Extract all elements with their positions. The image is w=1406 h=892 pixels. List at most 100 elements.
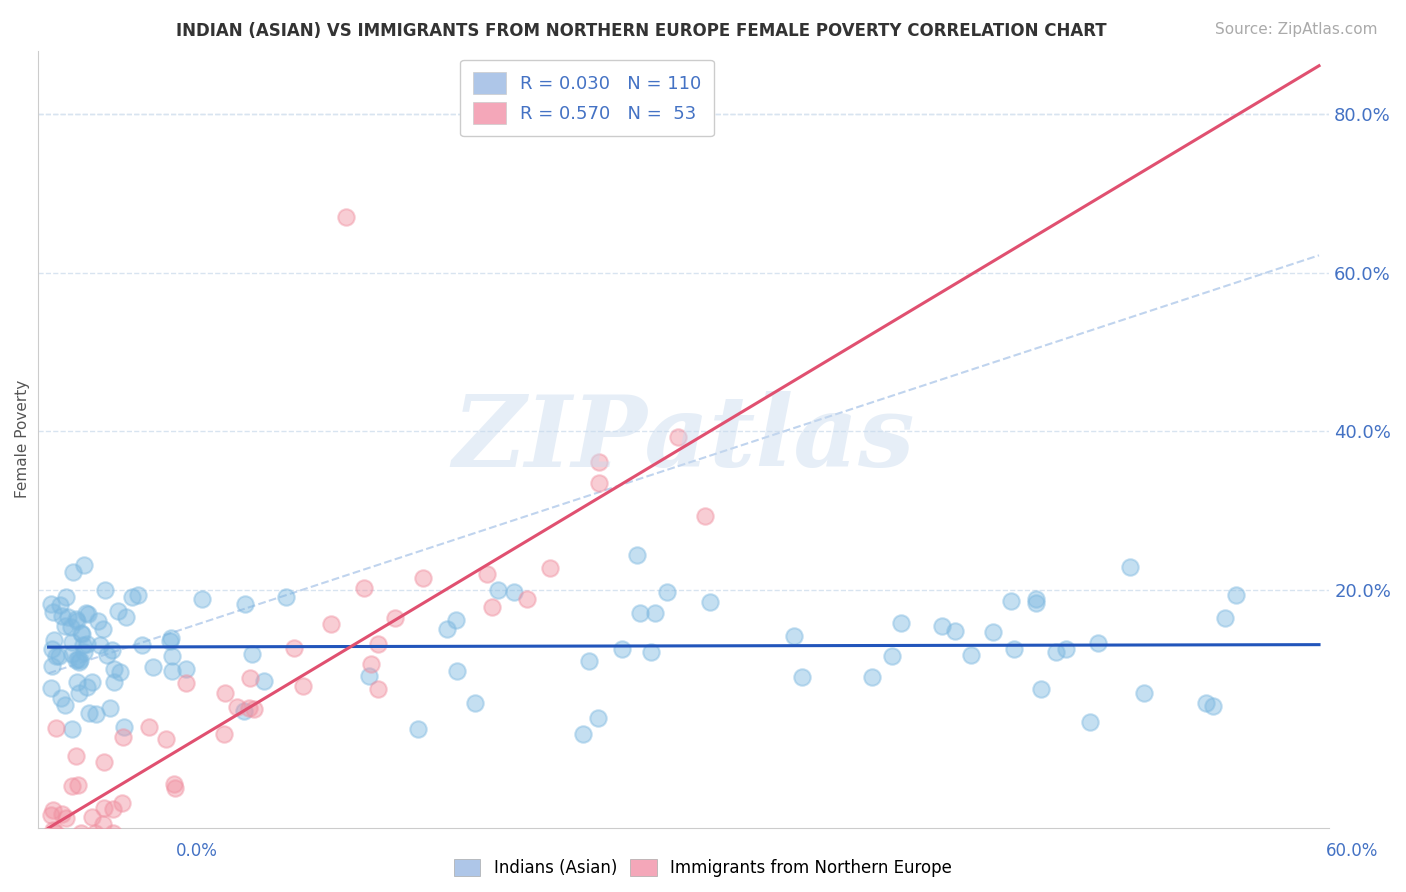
Point	[59, 620, 82, 634]
Point	[862, 670, 884, 684]
Legend: Indians (Asian), Immigrants from Northern Europe: Indians (Asian), Immigrants from Norther…	[447, 852, 959, 884]
Point	[283, 640, 305, 655]
Point	[83, 826, 105, 840]
Point	[1029, 681, 1052, 696]
Point	[626, 548, 648, 562]
Point	[53, 698, 76, 712]
Point	[39, 837, 62, 851]
Point	[66, 674, 89, 689]
Point	[48, 649, 70, 664]
Point	[160, 631, 183, 645]
Point	[1054, 642, 1077, 657]
Point	[101, 802, 124, 816]
Point	[586, 711, 609, 725]
Point	[353, 581, 375, 595]
Point	[56, 610, 79, 624]
Point	[115, 609, 138, 624]
Point	[699, 595, 721, 609]
Point	[943, 624, 966, 638]
Point	[610, 642, 633, 657]
Point	[73, 645, 96, 659]
Point	[70, 626, 93, 640]
Point	[60, 779, 83, 793]
Point	[666, 430, 689, 444]
Point	[42, 823, 65, 838]
Point	[360, 657, 382, 671]
Text: INDIAN (ASIAN) VS IMMIGRANTS FROM NORTHERN EUROPE FEMALE POVERTY CORRELATION CHA: INDIAN (ASIAN) VS IMMIGRANTS FROM NORTHE…	[176, 22, 1107, 40]
Point	[65, 612, 87, 626]
Point	[93, 801, 115, 815]
Point	[367, 682, 389, 697]
Point	[335, 211, 357, 225]
Point	[41, 659, 63, 673]
Point	[412, 571, 434, 585]
Point	[103, 662, 125, 676]
Point	[84, 707, 107, 722]
Point	[792, 669, 814, 683]
Point	[880, 648, 903, 663]
Point	[73, 558, 96, 573]
Point	[160, 664, 183, 678]
Point	[62, 565, 84, 579]
Point	[655, 585, 678, 599]
Point	[70, 826, 93, 840]
Point	[67, 686, 90, 700]
Point	[39, 837, 62, 851]
Point	[174, 662, 197, 676]
Point	[67, 651, 90, 665]
Point	[516, 592, 538, 607]
Point	[39, 597, 62, 611]
Point	[82, 675, 104, 690]
Point	[127, 588, 149, 602]
Point	[235, 597, 257, 611]
Point	[1087, 635, 1109, 649]
Point	[42, 803, 65, 817]
Point	[486, 582, 509, 597]
Point	[983, 624, 1005, 639]
Point	[240, 648, 263, 662]
Point	[571, 727, 593, 741]
Point	[588, 455, 610, 469]
Point	[70, 627, 93, 641]
Point	[1202, 698, 1225, 713]
Point	[464, 696, 486, 710]
Point	[39, 808, 62, 822]
Point	[367, 637, 389, 651]
Point	[82, 810, 104, 824]
Point	[72, 639, 94, 653]
Point	[51, 609, 73, 624]
Point	[163, 781, 186, 796]
Point	[103, 675, 125, 690]
Point	[588, 475, 610, 490]
Text: 60.0%: 60.0%	[1326, 842, 1378, 860]
Point	[1000, 594, 1022, 608]
Point	[110, 837, 132, 851]
Point	[77, 607, 100, 622]
Point	[628, 607, 651, 621]
Point	[1195, 696, 1218, 710]
Point	[112, 720, 135, 734]
Point	[890, 616, 912, 631]
Point	[578, 654, 600, 668]
Point	[160, 649, 183, 664]
Legend: R = 0.030   N = 110, R = 0.570   N =  53: R = 0.030 N = 110, R = 0.570 N = 53	[460, 60, 714, 136]
Point	[1045, 644, 1067, 658]
Point	[1025, 595, 1047, 609]
Point	[42, 633, 65, 648]
Point	[406, 722, 429, 736]
Point	[94, 583, 117, 598]
Point	[108, 665, 131, 680]
Point	[98, 700, 121, 714]
Point	[60, 647, 83, 661]
Point	[107, 604, 129, 618]
Point	[163, 777, 186, 791]
Point	[239, 671, 262, 685]
Point	[112, 730, 135, 744]
Point	[1078, 714, 1101, 729]
Y-axis label: Female Poverty: Female Poverty	[15, 380, 30, 499]
Point	[121, 590, 143, 604]
Point	[233, 704, 256, 718]
Point	[44, 826, 66, 840]
Point	[436, 622, 458, 636]
Point	[49, 598, 72, 612]
